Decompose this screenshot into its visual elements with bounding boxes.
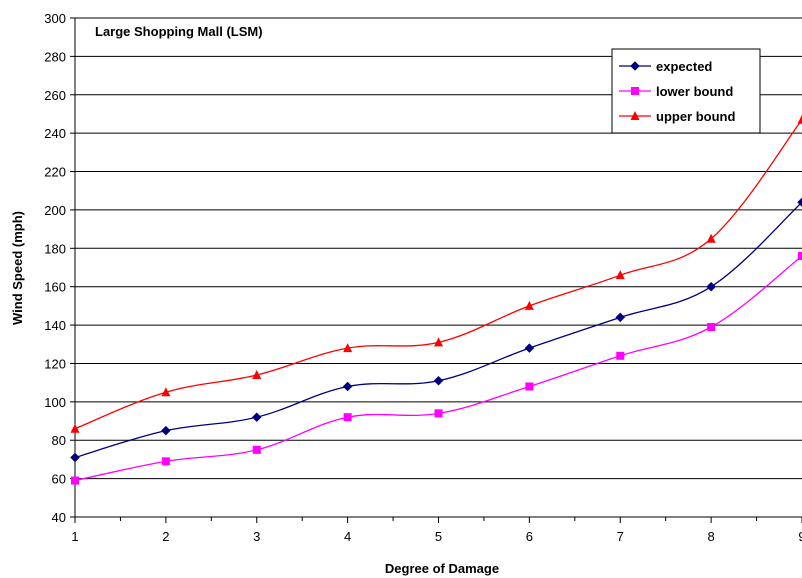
data-point-expected (433, 375, 444, 386)
data-point-lower-bound (71, 476, 79, 485)
data-point-upper-bound (706, 233, 716, 243)
y-tick-label: 60 (52, 472, 66, 487)
legend: expected lower bound upper bound (611, 48, 761, 134)
data-point-lower-bound (798, 251, 802, 260)
y-tick-label: 280 (44, 49, 66, 64)
data-point-upper-bound (343, 343, 353, 353)
data-point-upper-bound (797, 114, 802, 124)
x-tick-label: 5 (435, 529, 442, 544)
legend-label-upper-bound: upper bound (656, 109, 735, 124)
y-tick-label: 260 (44, 88, 66, 103)
data-point-lower-bound (434, 409, 443, 418)
tick-labels: 40 60 80 100 120 140 160 180 200 220 240 260 280 300 1… (44, 11, 802, 544)
x-tick-label: 2 (162, 529, 169, 544)
legend-marker-upper-bound (630, 111, 640, 120)
legend-marker-expected (630, 61, 640, 71)
chart-title: Large Shopping Mall (LSM) (95, 24, 263, 39)
data-point-lower-bound (161, 457, 170, 466)
y-tick-label: 220 (44, 165, 66, 180)
data-point-expected (251, 412, 262, 423)
y-tick-label: 200 (44, 203, 66, 218)
series-line-upper-bound (74, 119, 802, 430)
data-point-upper-bound (615, 270, 625, 280)
y-tick-label: 100 (44, 395, 66, 410)
data-point-expected (161, 425, 171, 436)
data-point-lower-bound (707, 322, 716, 331)
legend-label-expected: expected (656, 59, 712, 74)
data-point-expected (706, 281, 716, 292)
axes (70, 17, 802, 523)
data-point-upper-bound (524, 300, 534, 310)
y-axis-title: Wind Speed (mph) (10, 211, 25, 325)
data-point-expected (342, 381, 353, 392)
y-tick-label: 80 (52, 433, 66, 448)
data-point-lower-bound (525, 382, 534, 391)
legend-items: expected lower bound upper bound (619, 59, 735, 124)
data-point-expected (797, 197, 802, 208)
x-tick-label: 9 (798, 529, 802, 544)
x-tick-label: 4 (344, 529, 351, 544)
data-point-lower-bound (343, 413, 352, 422)
y-tick-label: 240 (44, 126, 66, 141)
legend-label-lower-bound: lower bound (656, 84, 733, 99)
x-tick-label: 8 (708, 529, 715, 544)
y-tick-label: 160 (44, 280, 66, 295)
data-point-upper-bound (252, 369, 262, 379)
data-point-expected (524, 343, 535, 353)
legend-marker-lower-bound (631, 87, 639, 95)
x-tick-label: 3 (253, 529, 260, 544)
y-tick-label: 300 (44, 11, 66, 26)
y-tick-label: 180 (44, 241, 66, 256)
data-point-lower-bound (616, 351, 625, 360)
x-axis-title: Degree of Damage (385, 561, 499, 576)
y-tick-label: 40 (52, 510, 66, 525)
series-markers (70, 114, 802, 485)
x-tick-label: 7 (617, 529, 624, 544)
data-point-upper-bound (70, 423, 80, 433)
data-point-expected (70, 452, 80, 463)
y-tick-label: 140 (44, 318, 66, 333)
x-tick-label: 6 (526, 529, 533, 544)
data-point-upper-bound (434, 337, 443, 347)
y-tick-label: 120 (44, 356, 66, 371)
data-point-upper-bound (161, 387, 171, 397)
x-tick-label: 1 (71, 529, 78, 544)
data-point-lower-bound (252, 445, 261, 454)
data-point-expected (615, 312, 626, 323)
